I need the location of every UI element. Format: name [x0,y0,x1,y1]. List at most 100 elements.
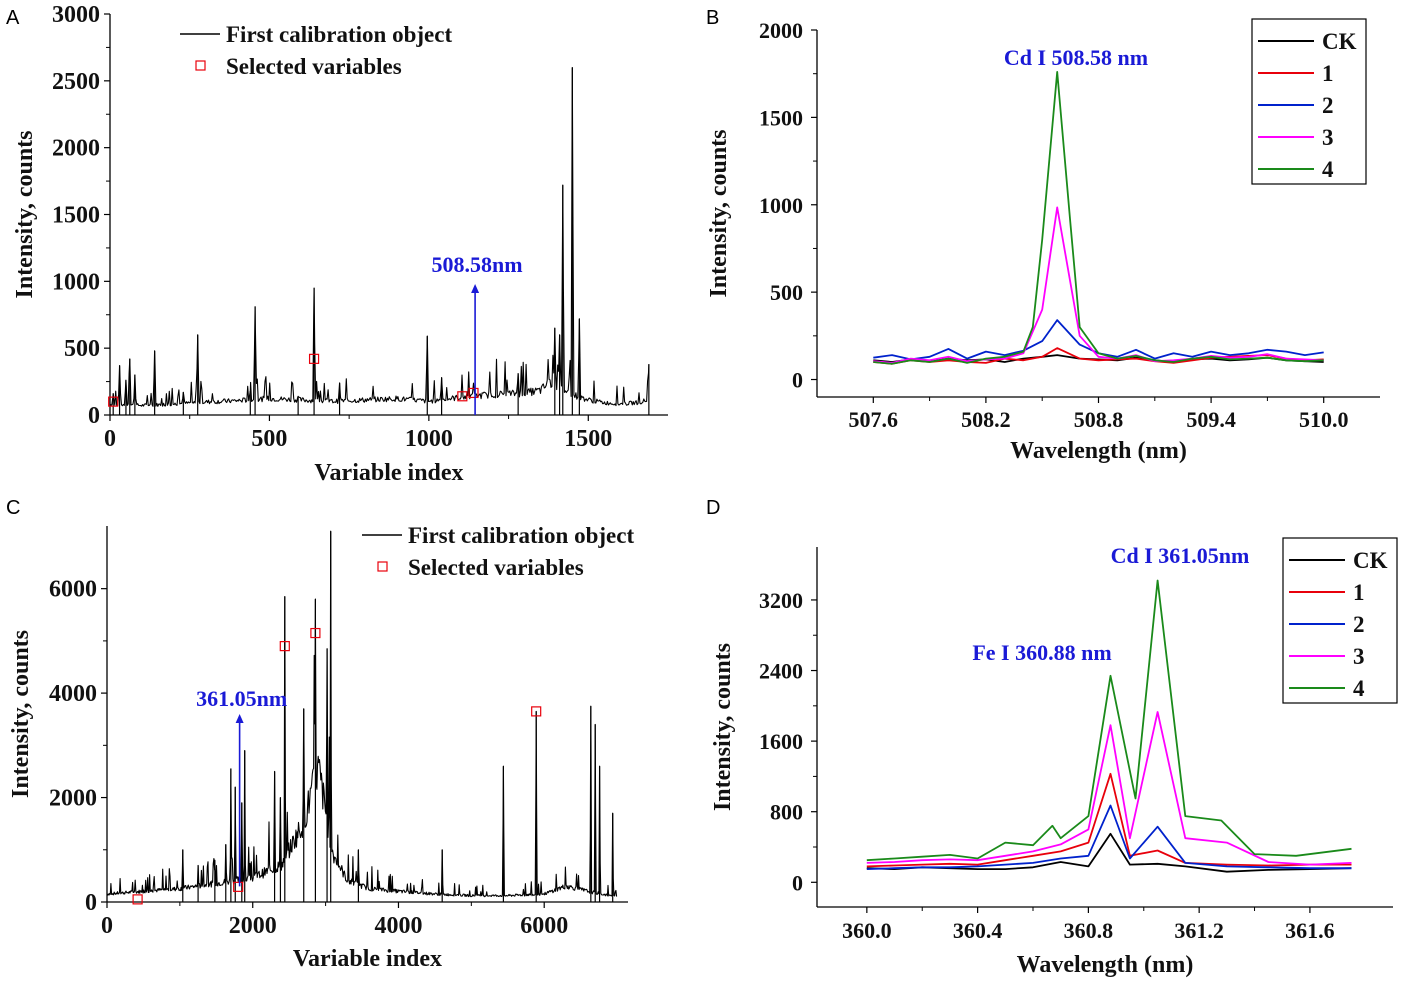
legend-marker-swatch [377,561,388,572]
legend-box [1282,537,1398,704]
y-axis-label: Intensity, counts [8,630,34,798]
series-line-4 [866,579,1352,862]
y-tick-label: 0 [88,403,100,429]
annotation-arrowhead [235,714,244,723]
legend-marker-swatch [195,60,206,71]
x-tick-label: 510.0 [1299,407,1349,432]
peaks [112,67,650,415]
series-line-4 [873,71,1324,365]
y-tick-label: 2000 [52,136,100,162]
legend-label-4: 4 [1353,676,1365,701]
legend-box [1251,18,1367,185]
selected-variable-marker [457,391,468,402]
x-tick-label: 509.4 [1186,407,1236,432]
x-axis-label: Variable index [293,946,442,972]
y-tick-label: 1600 [759,729,803,754]
x-tick-label: 500 [251,426,287,452]
x-tick-label: 4000 [374,913,422,939]
peak-label: Cd I 361.05nm [1111,543,1250,568]
y-tick-label: 2400 [759,659,803,684]
peaks [182,531,614,902]
y-tick-label: 1000 [759,193,803,218]
spectrum-line [110,66,650,407]
legend: CK 1 2 3 4 [1282,537,1398,704]
panel-C: 0 2000 4000 6000 0 2000 4000 6000 Variable index… [8,523,634,972]
panel-letter-D: D [706,497,720,519]
legend-label-4: 4 [1322,157,1334,182]
panel-letter-A: A [6,7,20,29]
x-tick-label: 360.0 [842,918,892,943]
legend-label-CK: CK [1353,548,1388,573]
x-tick-label: 507.6 [849,407,899,432]
panel-A: 0 500 1000 1500 0 500 1000 1500 2000 2500 3000 Vari… [12,2,668,486]
series-line-3 [873,206,1324,364]
x-tick-label: 361.6 [1285,918,1335,943]
series-line-2 [866,804,1352,870]
series-group [866,579,1352,873]
legend-label-line: First calibration object [226,22,452,47]
x-tick-label: 360.8 [1064,918,1114,943]
selected-variable-marker [233,881,244,892]
legend-label-3: 3 [1353,644,1365,669]
y-tick-label: 800 [770,800,803,825]
selected-variables [132,627,542,905]
x-tick-label: 6000 [520,913,568,939]
ticks: 0 2000 4000 6000 0 2000 4000 6000 [49,577,568,939]
legend: CK 1 2 3 4 [1251,18,1367,185]
annotation-arrowhead [471,284,480,294]
x-axis-label: Variable index [314,460,463,486]
y-tick-label: 1500 [52,203,100,229]
ticks: 0 500 1000 1500 0 500 1000 1500 2000 2500 3000 [52,2,612,452]
panel-B: 507.6 508.2 508.8 509.4 510.0 0 500 1000 1500 200… [706,18,1380,464]
legend: First calibration object Selected variabl… [180,22,452,79]
selected-variable-marker [468,387,479,399]
y-tick-label: 1000 [52,269,100,295]
ticks: 360.0 360.4 360.8 361.2 361.6 0 800 1600 2400 320… [759,588,1335,943]
legend-label-marker: Selected variables [408,555,584,580]
ticks: 507.6 508.2 508.8 509.4 510.0 0 500 1000 1500 200… [759,18,1348,432]
y-tick-label: 2500 [52,69,100,95]
annotation-label: 361.05nm [196,686,287,711]
y-tick-label: 500 [770,280,803,305]
x-axis-label: Wavelength (nm) [1017,952,1194,978]
panel-D: 360.0 360.4 360.8 361.2 361.6 0 800 1600 2400 320… [710,537,1398,978]
y-tick-label: 2000 [49,786,97,812]
selected-variable-marker [310,627,321,639]
x-tick-label: 508.8 [1074,407,1124,432]
y-axis-label: Intensity, counts [12,130,38,298]
series-line-1 [866,772,1352,868]
legend-label-1: 1 [1353,580,1365,605]
selected-variable-marker [279,641,290,652]
y-tick-label: 3200 [759,588,803,613]
y-tick-label: 1500 [759,105,803,130]
y-tick-label: 6000 [49,577,97,603]
x-tick-label: 0 [104,426,116,452]
y-tick-label: 500 [64,336,100,362]
peak-label: Cd I 508.58 nm [1004,45,1148,70]
y-tick-label: 2000 [759,18,803,43]
y-tick-label: 0 [792,870,803,895]
x-tick-label: 2000 [229,913,277,939]
legend-label-3: 3 [1322,125,1334,150]
legend-label-line: First calibration object [408,523,634,548]
spectrum-line [107,530,618,898]
y-axis-label: Intensity, counts [706,129,732,297]
selected-variable-marker [132,894,143,905]
x-tick-label: 0 [101,913,113,939]
selected-variables [108,353,479,407]
x-tick-label: 1500 [564,426,612,452]
y-tick-label: 4000 [49,681,97,707]
y-tick-label: 3000 [52,2,100,28]
series-group [873,71,1324,365]
selected-variable-marker [308,353,320,364]
y-tick-label: 0 [792,368,803,393]
y-axis-label: Intensity, counts [710,643,736,811]
series-line-3 [866,711,1352,866]
y-tick-label: 0 [85,890,97,916]
x-tick-label: 508.2 [961,407,1011,432]
peak-label: Fe I 360.88 nm [972,640,1111,665]
legend-label-CK: CK [1322,29,1357,54]
legend-label-1: 1 [1322,61,1334,86]
annotation-label: 508.58nm [432,252,523,277]
